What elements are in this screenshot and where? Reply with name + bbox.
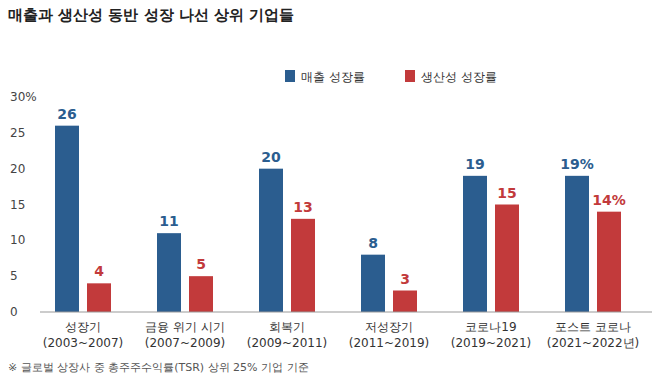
x-tick-label: 금융 위기 시기 (2007~2009): [145, 320, 226, 350]
bar: [87, 283, 111, 312]
title: 매출과 생산성 동반 성장 나선 상위 기업들: [8, 6, 294, 24]
x-tick-label: 포스트 코로나 (2021~2022년): [547, 320, 640, 350]
y-tick-label: 20: [10, 162, 25, 176]
x-tick-line: 금융 위기 시기: [145, 320, 225, 334]
bar: [157, 233, 181, 312]
x-tick-line: (2021~2022년): [547, 336, 640, 350]
x-tick-line: 회복기: [269, 320, 305, 334]
data-label: 13: [293, 199, 312, 215]
bar: [565, 176, 589, 312]
legend-swatch: [285, 70, 295, 82]
bar: [291, 219, 315, 312]
x-tick-line: 저성장기: [365, 320, 413, 334]
y-tick-label: 0: [10, 305, 18, 319]
x-tick-label: 성장기 (2003~2007): [43, 320, 124, 350]
bar: [393, 291, 417, 313]
y-tick-label: 30%: [10, 90, 37, 104]
bar: [259, 169, 283, 312]
bar: [463, 176, 487, 312]
data-label: 19: [465, 156, 484, 172]
bar: [361, 255, 385, 312]
x-tick-line: (2003~2007): [43, 336, 124, 350]
y-tick-label: 25: [10, 126, 25, 140]
y-tick-label: 5: [10, 269, 18, 283]
x-tick-line: 코로나19: [465, 320, 516, 334]
x-tick-label: 코로나19 (2019~2021): [451, 320, 532, 350]
bar: [189, 276, 213, 312]
data-label: 5: [196, 256, 206, 272]
data-label: 11: [159, 213, 178, 229]
bars: [55, 126, 621, 312]
x-tick-line: (2011~2019): [349, 336, 430, 350]
x-tick-line: (2019~2021): [451, 336, 532, 350]
x-tick-line: (2007~2009): [145, 336, 226, 350]
footnote: ※ 글로벌 상장사 중 총주주수익률(TSR) 상위 25% 기업 기준: [8, 361, 309, 374]
legend-swatch: [405, 70, 415, 82]
x-tick-label: 저성장기 (2011~2019): [349, 320, 430, 350]
chart: 매출과 생산성 동반 성장 나선 상위 기업들매출 성장률 생산성 성장률 0 5 10…: [0, 0, 658, 380]
legend-label: 생산성 성장률: [421, 70, 497, 84]
x-tick-line: 포스트 코로나: [555, 320, 631, 334]
y-tick-label: 15: [10, 198, 25, 212]
data-label: 26: [57, 106, 76, 122]
x-tick-line: (2009~2011): [247, 336, 328, 350]
legend-label: 매출 성장률: [301, 70, 365, 84]
y-tick-label: 10: [10, 233, 25, 247]
x-tick-line: 성장기: [65, 320, 101, 334]
bar: [55, 126, 79, 312]
data-label: 3: [400, 271, 410, 287]
data-label: 19%: [560, 156, 594, 172]
data-label: 20: [261, 149, 281, 165]
data-label: 14%: [592, 192, 626, 208]
baseline: [40, 312, 652, 313]
x-tick-label: 회복기 (2009~2011): [247, 320, 328, 350]
data-label: 8: [368, 235, 378, 251]
bar: [597, 212, 621, 312]
data-label: 15: [497, 185, 516, 201]
bar: [495, 205, 519, 313]
data-label: 4: [94, 263, 104, 279]
